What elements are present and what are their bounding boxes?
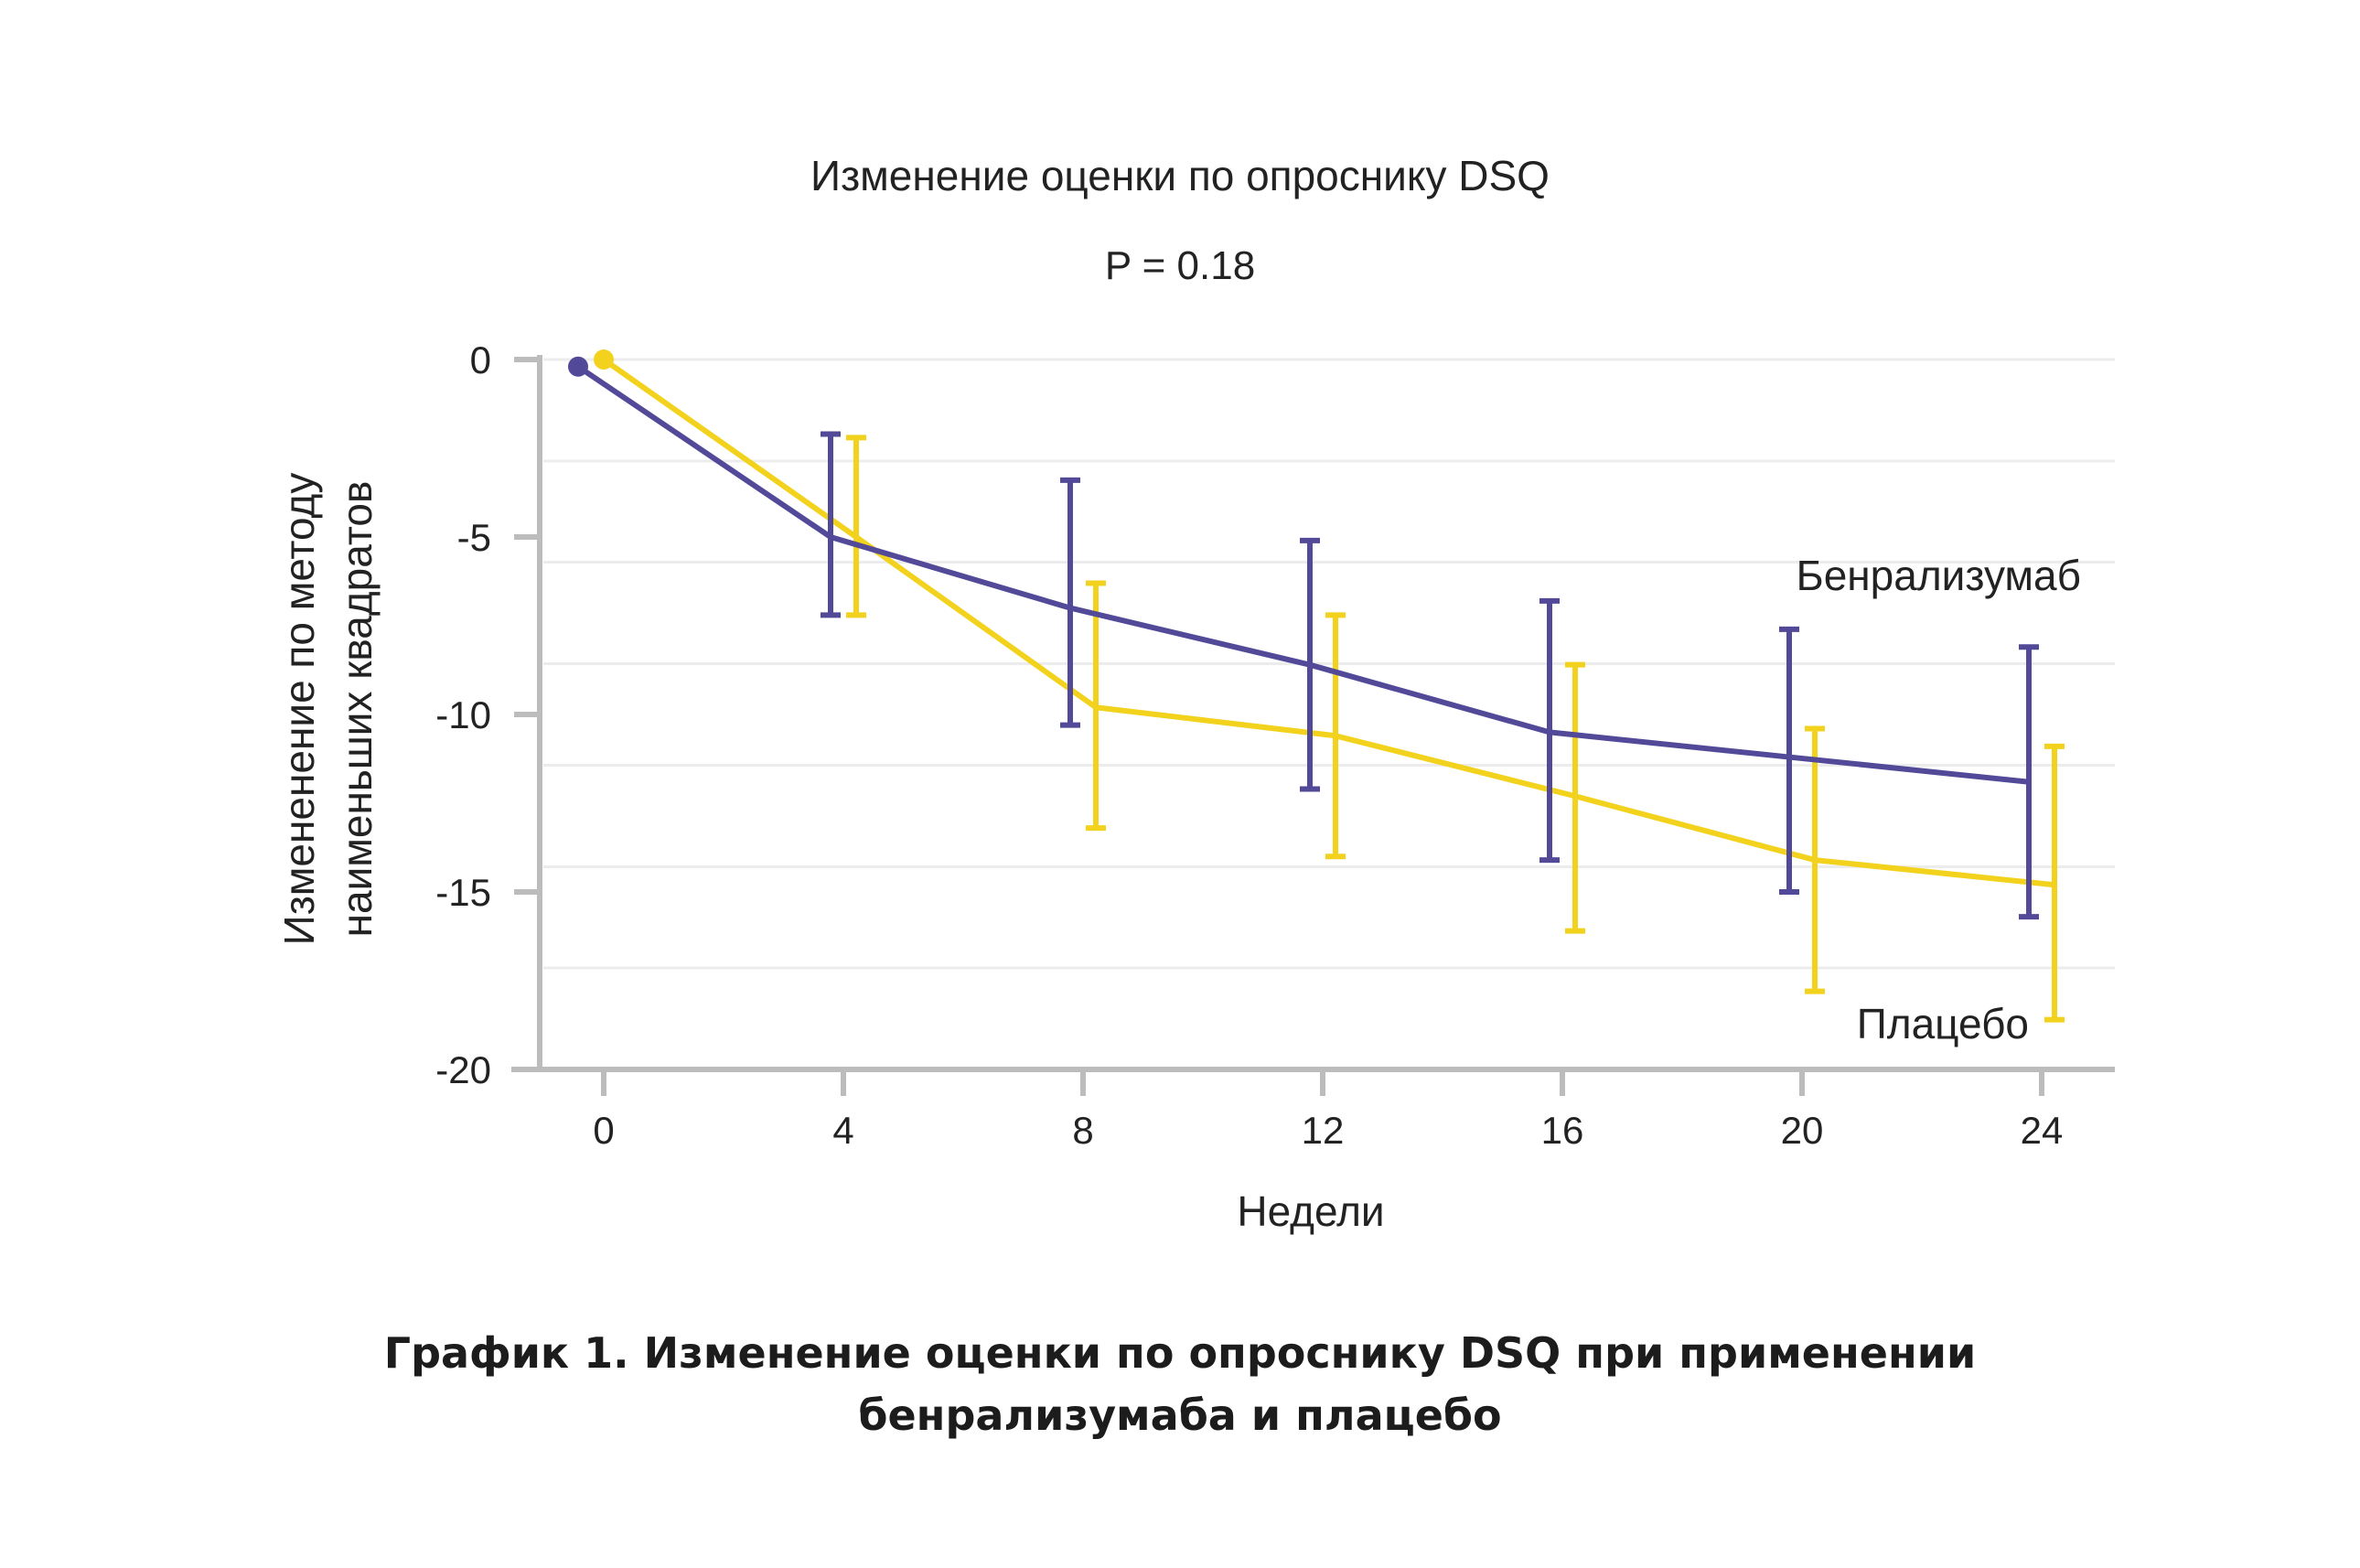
x-tick-label-5: 20 — [1781, 1109, 1824, 1152]
y-tick-label-2: -10 — [435, 693, 491, 736]
placebo-line — [602, 357, 2055, 888]
figure-caption-line1: График 1. Изменение оценки по опроснику … — [383, 1328, 1977, 1378]
x-tick-label-2: 8 — [1072, 1109, 1093, 1152]
series — [568, 349, 2065, 1023]
x-axis-label: Недели — [1237, 1187, 1384, 1235]
x-tick-label-3: 12 — [1302, 1109, 1345, 1152]
y-tick-label-4: -20 — [435, 1048, 491, 1091]
benralizumab-label: Бенрализумаб — [1797, 552, 2082, 599]
y-axis-label-line1: Измененение по методу — [275, 473, 323, 946]
x-tick-label-4: 16 — [1541, 1109, 1584, 1152]
benralizumab-line — [576, 364, 2030, 785]
benralizumab-errorbar-1 — [821, 431, 841, 618]
figure-caption-line2: бенрализумаба и плацебо — [858, 1391, 1502, 1440]
chart-title: Изменение оценки по опроснику DSQ — [810, 152, 1550, 199]
x-tick-label-0: 0 — [593, 1109, 614, 1152]
placebo-label: Плацебо — [1857, 1000, 2029, 1047]
placebo-errorbar-1 — [846, 435, 866, 618]
y-tick-label-1: -5 — [457, 516, 491, 559]
x-tick-label-6: 24 — [2021, 1109, 2064, 1152]
ticks: 0 -5 -10 -15 -20 0 4 8 12 16 20 24 — [435, 338, 2063, 1152]
p-value: P = 0.18 — [1105, 243, 1255, 288]
placebo-start-point — [594, 349, 614, 370]
y-tick-label-3: -15 — [435, 871, 491, 914]
benralizumab-errorbar-2 — [1060, 477, 1080, 728]
y-axis-label-line2: наименьших квадратов — [333, 481, 381, 938]
y-tick-label-0: 0 — [470, 338, 491, 381]
benralizumab-errorbar-5 — [1779, 626, 1799, 895]
grid — [543, 358, 2115, 970]
x-tick-label-1: 4 — [832, 1109, 853, 1152]
benralizumab-start-point — [568, 356, 588, 377]
